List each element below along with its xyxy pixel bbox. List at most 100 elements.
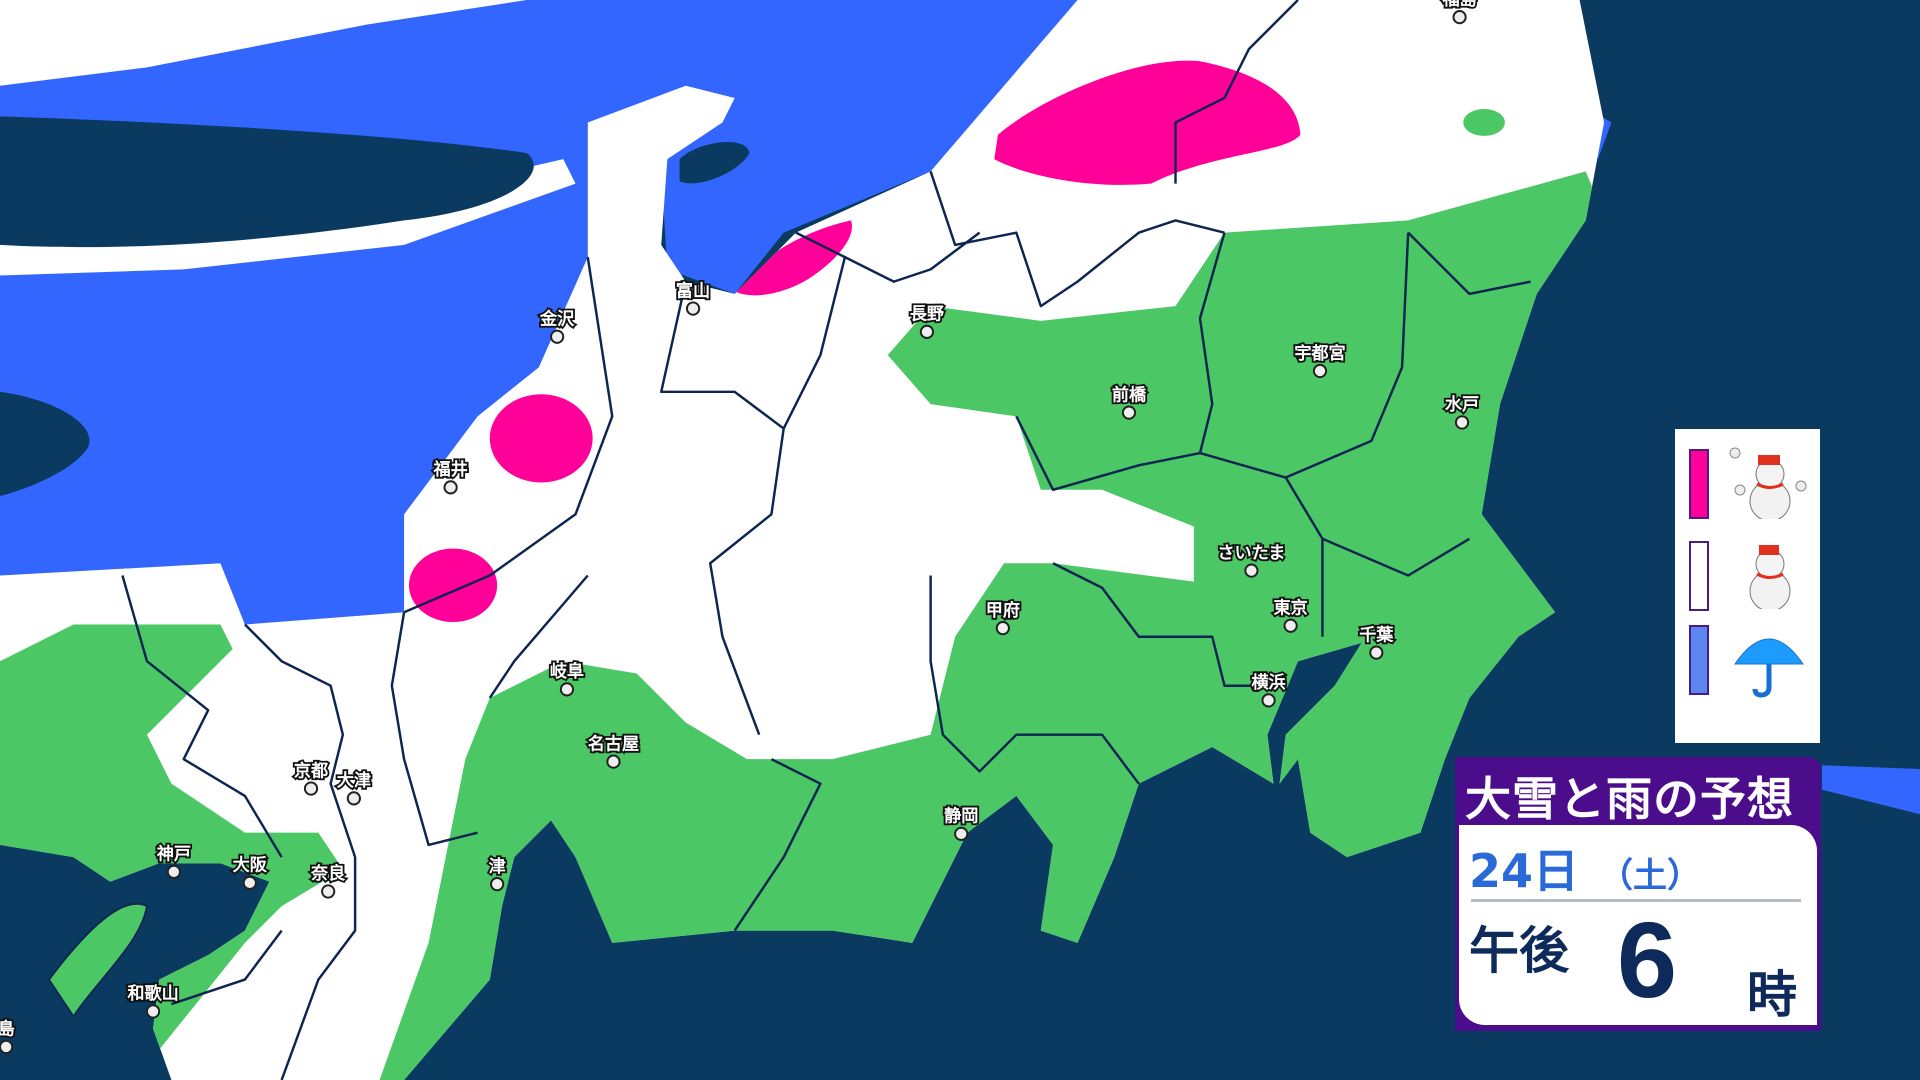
city-label: 大阪: [233, 855, 268, 876]
city-dot: [1454, 415, 1470, 430]
city-marker: 東京: [1272, 596, 1310, 633]
city-marker: 千葉: [1357, 623, 1396, 660]
city-label: 島: [0, 1019, 15, 1040]
heavy-snow-area: [994, 60, 1301, 185]
city-dot: [0, 1039, 14, 1055]
city-marker: 横浜: [1250, 670, 1288, 708]
city-marker: 静岡: [942, 804, 980, 841]
awaji-island: [47, 902, 148, 1018]
city-label: 横浜: [1251, 672, 1285, 693]
city-label: 岐阜: [550, 661, 584, 682]
city-marker: 島: [0, 1017, 17, 1055]
city-dot: [685, 301, 701, 316]
city-label: 名古屋: [588, 733, 639, 754]
city-dot: [1452, 10, 1467, 25]
japan-sea-clear: [0, 116, 534, 248]
city-dot: [1244, 563, 1259, 578]
city-marker: 奈良: [308, 861, 347, 899]
city-marker: 名古屋: [586, 732, 641, 769]
legend-swatch-rain: [1689, 625, 1709, 695]
city-marker: 津: [487, 854, 508, 892]
city-dot: [1369, 645, 1384, 660]
city-label: 和歌山: [127, 983, 178, 1004]
city-label: 奈良: [310, 863, 345, 884]
japan-sea-clear: [679, 141, 750, 184]
city-label: 静岡: [944, 806, 978, 827]
city-marker: さいたま: [1216, 542, 1287, 578]
city-label: 金沢: [539, 308, 575, 329]
time-period: 午後: [1469, 922, 1569, 980]
rain-area-small: [1463, 108, 1505, 136]
city-label: 千葉: [1359, 624, 1394, 645]
umbrella-rain-icon: [1734, 638, 1804, 698]
city-label: 福島: [1441, 0, 1476, 10]
city-label: 東京: [1273, 597, 1307, 618]
date-day: 24日: [1469, 844, 1580, 898]
city-marker: 大津: [335, 768, 373, 806]
city-marker: 甲府: [984, 598, 1022, 636]
city-dot: [242, 875, 257, 890]
city-dot: [443, 480, 458, 495]
city-dot: [166, 864, 181, 879]
japan-sea-snow-band: [0, 0, 527, 86]
city-dot: [1283, 618, 1298, 633]
prefecture-borders: [121, 0, 1531, 1080]
city-marker: 宇都宮: [1292, 341, 1348, 379]
city-dot: [1261, 693, 1276, 708]
city-marker: 京都: [292, 758, 330, 796]
city-marker: 長野: [908, 303, 947, 339]
city-dot: [954, 826, 969, 841]
city-label: 津: [489, 856, 506, 877]
time-hour: 6: [1617, 899, 1678, 1020]
city-label: 甲府: [986, 600, 1020, 621]
city-dot: [919, 324, 935, 339]
city-marker: 岐阜: [548, 659, 586, 697]
city-label: 京都: [294, 760, 328, 781]
city-dot: [995, 621, 1010, 636]
heavy-snow-area: [734, 220, 852, 296]
city-marker: 大阪: [231, 853, 270, 890]
city-label: 水戸: [1445, 394, 1479, 415]
legend: [1675, 429, 1820, 743]
city-marker: 水戸: [1443, 392, 1481, 430]
heavy-snow-area: [408, 548, 498, 623]
city-marker: 金沢: [537, 307, 577, 344]
city-dot: [490, 876, 505, 892]
city-dot: [606, 754, 621, 769]
snowman-heavy-snow-icon: [1729, 447, 1807, 519]
city-label: 富山: [676, 280, 710, 301]
legend-swatch-snow: [1689, 541, 1709, 611]
city-label: 長野: [910, 305, 945, 325]
legend-swatch-heavy-snow: [1689, 449, 1709, 519]
city-label: 宇都宮: [1294, 343, 1345, 364]
city-label: 神戸: [157, 844, 191, 865]
city-dot: [321, 884, 336, 899]
city-label: 前橋: [1112, 384, 1147, 405]
city-marker: 福島: [1440, 0, 1479, 25]
time-unit: 時: [1747, 966, 1797, 1024]
city-dot: [303, 781, 319, 796]
forecast-title-panel: 大雪と雨の予想 24日 （土） 午後 6 時: [1455, 757, 1821, 1031]
city-dot: [550, 329, 565, 344]
forecast-date: 24日 （土）: [1469, 835, 1701, 901]
panel-title: 大雪と雨の予想: [1465, 772, 1794, 826]
city-marker: 富山: [674, 278, 712, 316]
city-label: さいたま: [1217, 543, 1285, 563]
city-dot: [346, 791, 361, 806]
city-dot: [1121, 405, 1137, 420]
city-marker: 和歌山: [126, 981, 181, 1019]
city-dot: [1312, 363, 1328, 379]
city-label: 大津: [337, 770, 371, 791]
forecast-time-panel: 24日 （土） 午後 6 時: [1459, 825, 1817, 1025]
city-dot: [559, 682, 575, 697]
city-marker: 福井: [431, 457, 470, 495]
divider: [1471, 899, 1801, 902]
city-marker: 神戸: [155, 842, 193, 879]
city-dot: [145, 1004, 161, 1019]
heavy-snow-area: [489, 394, 593, 483]
date-weekday: （土）: [1599, 856, 1702, 896]
japan-sea-clear: [0, 391, 90, 496]
snowman-snow-icon: [1749, 545, 1791, 609]
